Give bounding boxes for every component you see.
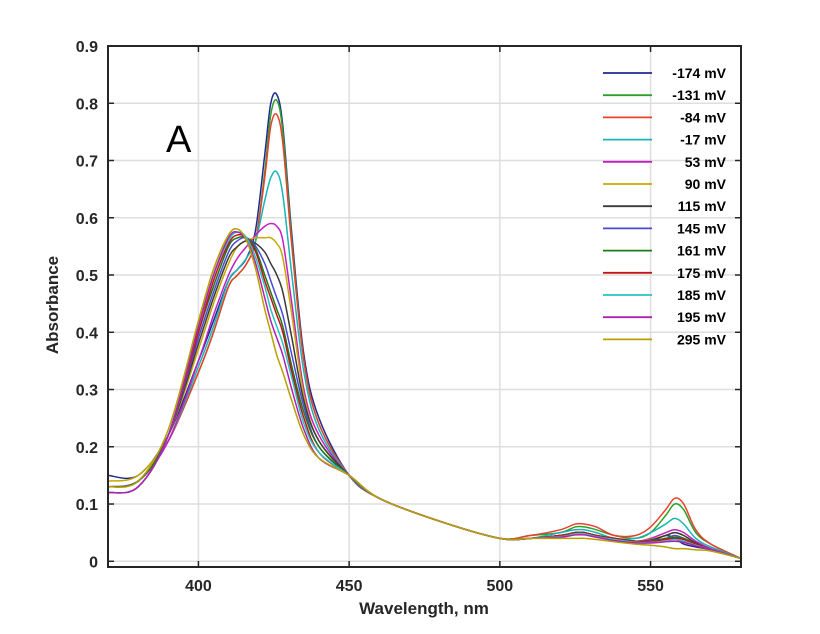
y-tick-label: 0.8	[76, 96, 98, 113]
axis-ticks: 400 450 500 550 0 0.1 0.2 0.3 0.4 0.5 0.6 0.7 0.8 0.9	[76, 39, 741, 595]
y-tick-label: 0	[89, 554, 98, 571]
legend: -174 mV -131 mV -84 mV -17 mV 53 mV 90 mV 115 …	[603, 65, 727, 347]
legend-label-6: 115 mV	[678, 198, 727, 214]
legend-label-10: 185 mV	[677, 287, 727, 303]
legend-label-7: 145 mV	[677, 220, 727, 236]
y-tick-label: 0.6	[76, 211, 98, 228]
legend-label-2: -84 mV	[680, 109, 727, 125]
x-tick-label: 550	[637, 578, 664, 595]
legend-label-8: 161 mV	[677, 243, 727, 259]
y-tick-label: 0.3	[76, 383, 98, 400]
legend-label-12: 295 mV	[677, 331, 727, 347]
legend-label-4: 53 mV	[685, 154, 727, 170]
y-tick-label: 0.5	[76, 268, 98, 285]
y-axis-title: Absorbance	[43, 256, 62, 354]
legend-label-1: -131 mV	[672, 87, 726, 103]
plot-frame	[107, 45, 742, 568]
legend-label-11: 195 mV	[677, 309, 727, 325]
y-tick-label: 0.4	[76, 325, 98, 342]
legend-label-9: 175 mV	[677, 265, 727, 281]
x-tick-label: 450	[336, 578, 363, 595]
series-lines	[107, 92, 742, 560]
legend-label-5: 90 mV	[685, 176, 727, 192]
y-tick-label: 0.1	[76, 497, 98, 514]
x-tick-label: 400	[185, 578, 212, 595]
y-tick-label: 0.9	[76, 39, 98, 56]
x-tick-label: 500	[487, 578, 514, 595]
legend-label-3: -17 mV	[680, 132, 727, 148]
legend-label-0: -174 mV	[672, 65, 726, 81]
plot-background	[108, 46, 741, 567]
y-tick-label: 0.7	[76, 154, 98, 171]
y-tick-label: 0.2	[76, 440, 98, 457]
x-axis-title: Wavelength, nm	[359, 599, 489, 618]
panel-label: A	[166, 119, 192, 161]
series-line-12	[107, 228, 742, 560]
